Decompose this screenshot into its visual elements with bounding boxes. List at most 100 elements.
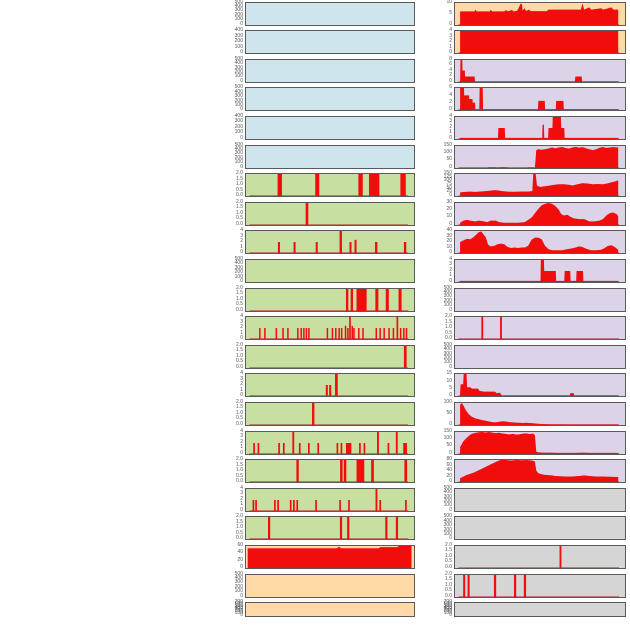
y-tick: 2 [449, 38, 452, 45]
y-tick: 40 [446, 227, 452, 234]
y-tick: 500 [443, 284, 452, 291]
track-data-inv [458, 31, 620, 54]
y-tick: 1.0 [445, 581, 452, 588]
y-tick: 1.0 [236, 524, 243, 531]
y-tick: 2.0 [236, 398, 243, 405]
track-data-g-quadruplex-forming-repeats [249, 288, 409, 311]
y-tick: 0 [240, 611, 243, 618]
y-tick: 1 [449, 272, 452, 279]
y-tick: 300 [234, 93, 243, 100]
y-tick: 300 [234, 579, 243, 586]
y-tick: 0 [449, 220, 452, 227]
y-tick: 1.5 [445, 576, 452, 582]
y-tick: 2.0 [445, 541, 452, 548]
y-tick: 300 [443, 606, 452, 613]
y-tick: 500 [234, 0, 243, 5]
y-tick: 0.0 [445, 592, 452, 599]
y-tick: 30 [446, 198, 452, 205]
track-data-mir-repeats [249, 460, 409, 483]
track-dup [245, 602, 415, 617]
track-low-complexity-a-t-rich-regions [245, 401, 415, 426]
y-tick: 100 [234, 73, 243, 80]
y-tick: 0.5 [236, 301, 243, 307]
y-tick: 300 [234, 32, 243, 39]
y-tick: 700 [443, 599, 452, 606]
y-tick: 500 [443, 341, 452, 348]
y-tick: 2 [449, 266, 452, 273]
track-directed-repeats [245, 230, 415, 255]
y-tick: 2.0 [236, 341, 243, 348]
y-tick: 500 [234, 255, 243, 262]
track-data-promoters [458, 545, 620, 568]
y-tick: 60 [237, 541, 243, 548]
y-tick: 1.0 [236, 409, 243, 416]
y-tick: 400 [234, 88, 243, 95]
y-tick: 4 [449, 66, 452, 73]
y-tick: 2.0 [236, 513, 243, 520]
y-tick: 200 [443, 608, 452, 614]
y-tick: 1.5 [445, 547, 452, 554]
y-tick: 150 [443, 427, 452, 434]
y-tick: 300 [234, 7, 243, 14]
track-hiv [245, 87, 415, 112]
y-tick: 500 [443, 602, 452, 609]
track-g-quadruplex-forming-repeats [245, 287, 415, 312]
track-data-l1-repeats [249, 345, 409, 368]
track-data-4-tx [458, 146, 620, 168]
track-microsatellites [245, 430, 415, 455]
y-tick: 400 [234, 574, 243, 581]
track-ins [454, 1, 626, 26]
y-tick: 300 [443, 493, 452, 500]
y-tick: 500 [443, 513, 452, 520]
y-tick: 0 [449, 192, 452, 199]
y-tick: 0 [240, 449, 243, 456]
y-tick: 1 [240, 444, 243, 450]
track-data-z-dna-motifs [249, 517, 409, 540]
y-tick: 0 [240, 49, 243, 56]
y-tick: 4 [449, 91, 452, 98]
y-tick: 200 [234, 38, 243, 45]
track-z-dna-motifs [245, 516, 415, 541]
y-tick: 0.0 [236, 420, 243, 427]
y-tick: 0 [449, 535, 452, 542]
y-tick: 1.5 [236, 461, 243, 468]
track-14-reprpcwk [454, 430, 626, 455]
track-data-8-znf-rpts [458, 259, 620, 282]
y-tick: 100 [234, 101, 243, 108]
y-tick: 0 [449, 392, 452, 399]
y-tick: 3 [449, 118, 452, 125]
track-2-tssaflnk [454, 87, 626, 112]
y-tick: 100 [234, 129, 243, 136]
y-tick: 0.5 [236, 472, 243, 479]
y-tick: 150 [443, 170, 452, 177]
track-cnv [245, 544, 415, 569]
y-tick: 15 [446, 370, 452, 377]
y-tick: 300 [443, 293, 452, 300]
y-tick: 4 [449, 27, 452, 34]
y-tick: 20 [446, 472, 452, 479]
y-tick: 2.0 [236, 170, 243, 177]
y-tick: 0 [449, 77, 452, 84]
y-tick: 2 [240, 381, 243, 388]
track-l1-repeats [245, 344, 415, 369]
y-tick: 0 [240, 592, 243, 599]
y-tick: 3 [449, 261, 452, 268]
y-tick: 0 [240, 563, 243, 570]
y-tick: 0 [449, 478, 452, 485]
y-tick: 1 [240, 329, 243, 336]
y-tick: 100 [234, 16, 243, 23]
y-tick: 1.5 [236, 404, 243, 411]
y-tick: 400 [443, 288, 452, 295]
y-tick: 3 [240, 490, 243, 497]
y-tick: 4 [449, 255, 452, 262]
y-tick: 0 [449, 249, 452, 256]
y-tick: 0.5 [236, 529, 243, 536]
y-tick: 0 [449, 611, 452, 618]
y-tick: 20 [237, 556, 243, 563]
y-tick: 100 [443, 302, 452, 309]
y-tick: 0 [449, 106, 452, 113]
y-tick: 200 [234, 269, 243, 276]
track-inverted-repeats [245, 316, 415, 341]
y-tick: 3 [449, 32, 452, 39]
